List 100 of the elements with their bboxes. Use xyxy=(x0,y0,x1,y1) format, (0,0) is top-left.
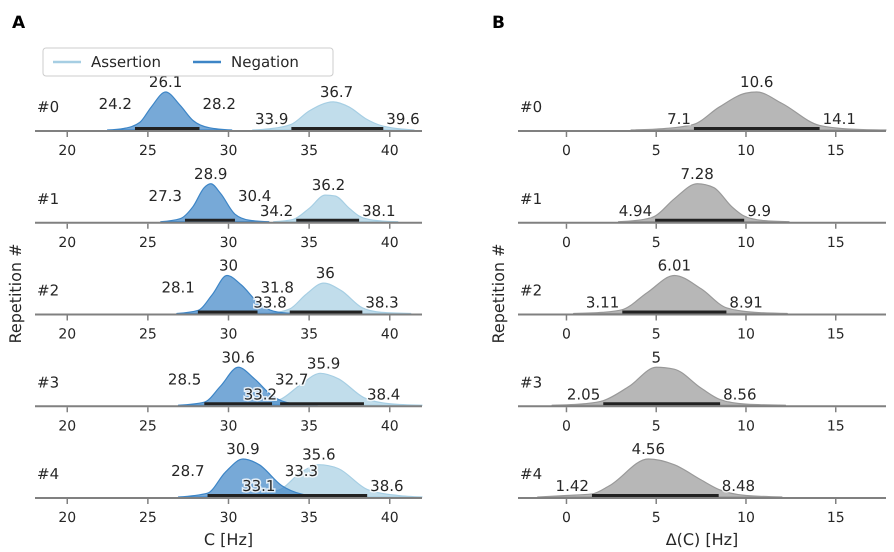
y-axis-title: Repetition # xyxy=(489,243,508,344)
x-tick-label: 40 xyxy=(380,510,399,526)
annotation: 38.6 xyxy=(370,477,404,495)
x-tick-label: 5 xyxy=(652,143,661,159)
x-tick-label: 25 xyxy=(138,418,157,434)
x-tick-label: 40 xyxy=(380,326,399,342)
chart-subtitle: #3 xyxy=(520,373,542,392)
x-tick-label: 10 xyxy=(737,326,755,342)
x-tick-label: 20 xyxy=(58,234,76,251)
annotation: 14.1 xyxy=(822,110,856,128)
x-tick-label: 15 xyxy=(826,234,845,251)
x-axis-title: C [Hz] xyxy=(204,530,254,549)
x-tick-label: 30 xyxy=(220,418,238,434)
annotation: 30.9 xyxy=(226,440,260,458)
annotation: 3.11 xyxy=(586,294,620,312)
chart-subtitle: #4 xyxy=(37,465,60,483)
x-tick-label: 35 xyxy=(300,510,318,526)
annotation: 5 xyxy=(651,348,661,366)
annotation: 1.42 xyxy=(556,477,589,495)
x-tick-label: 20 xyxy=(58,418,76,434)
chart-title: B xyxy=(492,13,505,33)
chart-title: A xyxy=(12,13,26,33)
annotation: 28.9 xyxy=(194,164,228,183)
annotation: 33.9 xyxy=(254,110,288,128)
x-tick-label: 20 xyxy=(58,143,76,159)
annotation: 32.7 xyxy=(275,370,308,388)
x-tick-label: 20 xyxy=(58,510,76,526)
x-tick-label: 35 xyxy=(300,418,318,434)
legend-label: Negation xyxy=(231,53,299,71)
annotation: 28.5 xyxy=(168,370,202,388)
annotation: 33.2 xyxy=(244,385,278,404)
legend-label: Assertion xyxy=(91,53,162,71)
x-tick-label: 20 xyxy=(58,326,76,342)
x-tick-label: 5 xyxy=(652,510,661,526)
chart-subtitle: #2 xyxy=(520,282,542,300)
annotation: 30.6 xyxy=(221,348,255,366)
x-tick-label: 0 xyxy=(562,510,571,526)
x-tick-label: 0 xyxy=(562,234,571,251)
annotation: 35.9 xyxy=(306,354,340,372)
annotation: 24.2 xyxy=(98,95,132,113)
x-tick-label: 25 xyxy=(138,510,157,526)
x-axis-title: Δ(C) [Hz] xyxy=(666,530,738,549)
x-tick-label: 30 xyxy=(220,510,238,526)
x-tick-label: 40 xyxy=(380,234,399,251)
chart-subtitle: #3 xyxy=(37,373,60,392)
annotation: 7.28 xyxy=(680,164,714,183)
annotation: 8.56 xyxy=(723,385,757,404)
chart-subtitle: #0 xyxy=(37,98,60,116)
x-tick-label: 0 xyxy=(562,143,571,159)
annotation: 33.1 xyxy=(242,477,276,495)
annotation: 4.56 xyxy=(632,440,666,458)
x-tick-label: 30 xyxy=(220,326,238,342)
x-tick-label: 0 xyxy=(562,326,571,342)
annotation: 27.3 xyxy=(148,186,182,205)
annotation: 8.91 xyxy=(729,294,763,312)
x-tick-label: 35 xyxy=(300,326,318,342)
x-tick-label: 40 xyxy=(380,143,399,159)
annotation: 31.8 xyxy=(260,278,294,296)
annotation: 36.2 xyxy=(312,176,346,194)
x-tick-label: 25 xyxy=(138,143,157,159)
x-tick-label: 5 xyxy=(652,418,661,434)
chart-subtitle: #4 xyxy=(520,465,542,483)
x-tick-label: 25 xyxy=(138,326,157,342)
annotation: 38.1 xyxy=(362,202,396,220)
annotation: 33.3 xyxy=(284,462,318,480)
annotation: 10.6 xyxy=(740,73,774,91)
annotation: 30 xyxy=(218,256,238,274)
y-axis-title: Repetition # xyxy=(6,243,25,344)
x-tick-label: 10 xyxy=(737,234,755,251)
x-tick-label: 15 xyxy=(826,418,845,434)
x-tick-label: 10 xyxy=(737,418,755,434)
annotation: 2.05 xyxy=(566,385,600,404)
x-tick-label: 25 xyxy=(138,234,157,251)
annotation: 28.2 xyxy=(202,95,236,113)
x-tick-label: 5 xyxy=(652,234,661,251)
annotation: 28.7 xyxy=(171,462,205,480)
annotation: 38.3 xyxy=(365,294,399,312)
annotation: 28.1 xyxy=(161,278,195,296)
x-tick-label: 10 xyxy=(737,143,755,159)
annotation: 9.9 xyxy=(747,202,772,220)
annotation: 8.48 xyxy=(722,477,756,495)
x-tick-label: 30 xyxy=(220,143,238,159)
chart-subtitle: #1 xyxy=(520,190,542,208)
x-tick-label: 15 xyxy=(826,510,845,526)
x-tick-label: 35 xyxy=(300,234,318,251)
annotation: 35.6 xyxy=(302,446,336,464)
annotation: 36.7 xyxy=(320,82,354,101)
annotation: 36 xyxy=(316,264,335,282)
chart-subtitle: #2 xyxy=(37,282,60,300)
x-tick-label: 15 xyxy=(826,143,845,159)
chart-subtitle: #1 xyxy=(37,190,60,208)
x-tick-label: 35 xyxy=(300,143,318,159)
x-tick-label: 5 xyxy=(652,326,661,342)
x-tick-label: 10 xyxy=(737,510,755,526)
x-tick-label: 30 xyxy=(220,234,238,251)
annotation: 38.4 xyxy=(366,385,400,404)
x-tick-label: 0 xyxy=(562,418,571,434)
annotation: 39.6 xyxy=(386,110,420,128)
chart-subtitle: #0 xyxy=(520,98,542,116)
x-tick-label: 15 xyxy=(826,326,845,342)
